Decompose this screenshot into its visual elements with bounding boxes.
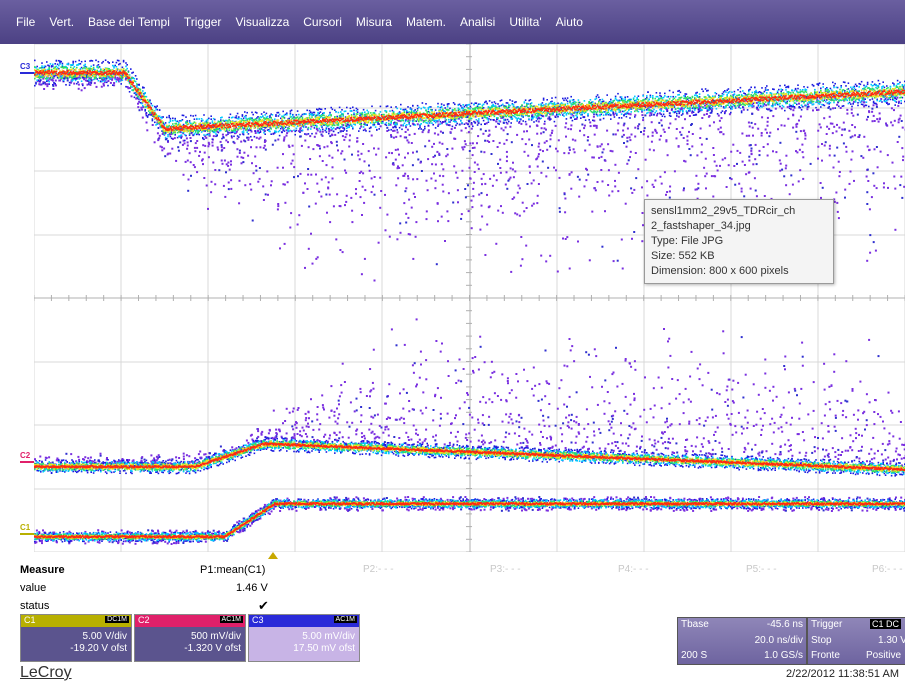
c3-level-line [20, 72, 34, 74]
c2-level-line [20, 461, 34, 463]
menu-item[interactable]: Matem. [406, 15, 446, 29]
timebase-samples: 200 S [681, 650, 707, 661]
date-time: 2/22/2012 11:38:51 AM [786, 668, 899, 680]
tooltip-filename-2: 2_fastshaper_34.jpg [651, 219, 827, 234]
channel-coupling: DC1M [105, 616, 129, 623]
p1-value: 1.46 V [236, 582, 268, 594]
channel-box-c2[interactable]: C2 AC1M 500 mV/div -1.320 V ofst [134, 614, 246, 662]
trigger-source: C1 DC [870, 619, 901, 629]
c1-trace-marker: C1 [20, 523, 30, 532]
waveform-grid [34, 44, 905, 552]
scope-display[interactable] [34, 44, 905, 552]
timebase-box[interactable]: Tbase -45.6 ns 20.0 ns/div 200 S 1.0 GS/… [677, 617, 807, 665]
c2-trace-marker: C2 [20, 451, 30, 460]
channel-name: C2 [138, 615, 150, 625]
lecroy-logo: LeCroy [20, 664, 72, 682]
menu-item[interactable]: File [16, 15, 35, 29]
channel-box-c3[interactable]: C3 AC1M 5.00 mV/div 17.50 mV ofst [248, 614, 360, 662]
channel-scale: 5.00 mV/div [249, 631, 359, 643]
file-info-tooltip: sensl1mm2_29v5_TDRcir_ch 2_fastshaper_34… [644, 199, 834, 284]
tooltip-type: Type: File JPG [651, 234, 827, 249]
trigger-type: Fronte [811, 650, 840, 661]
trigger-label: Trigger [811, 619, 842, 630]
channel-coupling: AC1M [220, 616, 243, 623]
measure-panel: Measure value status P1:mean(C1) 1.46 V … [0, 552, 905, 686]
c1-level-line [20, 533, 34, 535]
timebase-scale: 20.0 ns/div [755, 635, 803, 646]
menu-bar: File Vert. Base dei Tempi Trigger Visualizza… [0, 0, 905, 44]
menu-item[interactable]: Misura [356, 15, 392, 29]
channel-header: C1 DC1M [21, 615, 131, 627]
channel-coupling: AC1M [334, 616, 357, 623]
trigger-level: 1.30 V [878, 635, 905, 646]
tooltip-filename-1: sensl1mm2_29v5_TDRcir_ch [651, 204, 827, 219]
channel-scale: 5.00 V/div [21, 631, 131, 643]
menu-item[interactable]: Vert. [49, 15, 74, 29]
timebase-rate: 1.0 GS/s [764, 650, 803, 661]
channel-offset: 17.50 mV ofst [249, 643, 359, 655]
channel-header: C3 AC1M [249, 615, 359, 627]
tooltip-size: Size: 552 KB [651, 249, 827, 264]
c3-trace-marker: C3 [20, 62, 30, 71]
p6-name[interactable]: P6:- - - [872, 564, 903, 575]
trigger-position-icon [268, 552, 278, 559]
trigger-box[interactable]: Trigger C1 DC Stop 1.30 V Fronte Positiv… [807, 617, 905, 665]
menu-item[interactable]: Visualizza [235, 15, 289, 29]
menu-item[interactable]: Aiuto [556, 15, 583, 29]
menu-item[interactable]: Base dei Tempi [88, 15, 170, 29]
channel-name: C3 [252, 615, 264, 625]
menu-item[interactable]: Trigger [184, 15, 222, 29]
p5-name[interactable]: P5:- - - [746, 564, 777, 575]
channel-box-c1[interactable]: C1 DC1M 5.00 V/div -19.20 V ofst [20, 614, 132, 662]
channel-header: C2 AC1M [135, 615, 245, 627]
value-label: value [20, 582, 46, 594]
timebase-label: Tbase [681, 619, 709, 630]
channel-scale: 500 mV/div [135, 631, 245, 643]
tooltip-dimension: Dimension: 800 x 600 pixels [651, 264, 827, 279]
channel-offset: -1.320 V ofst [135, 643, 245, 655]
p3-name[interactable]: P3:- - - [490, 564, 521, 575]
menu-item[interactable]: Cursori [303, 15, 342, 29]
p2-name[interactable]: P2:- - - [363, 564, 394, 575]
p1-status-check-icon: ✔ [258, 598, 269, 614]
menu-item[interactable]: Utilita' [509, 15, 541, 29]
channel-offset: -19.20 V ofst [21, 643, 131, 655]
menu-item[interactable]: Analisi [460, 15, 495, 29]
status-label: status [20, 600, 49, 612]
trigger-mode: Stop [811, 635, 832, 646]
timebase-delay: -45.6 ns [767, 619, 803, 630]
p1-name[interactable]: P1:mean(C1) [200, 564, 265, 576]
p4-name[interactable]: P4:- - - [618, 564, 649, 575]
trigger-slope: Positive [866, 650, 901, 661]
measure-title: Measure [20, 564, 65, 576]
channel-name: C1 [24, 615, 36, 625]
